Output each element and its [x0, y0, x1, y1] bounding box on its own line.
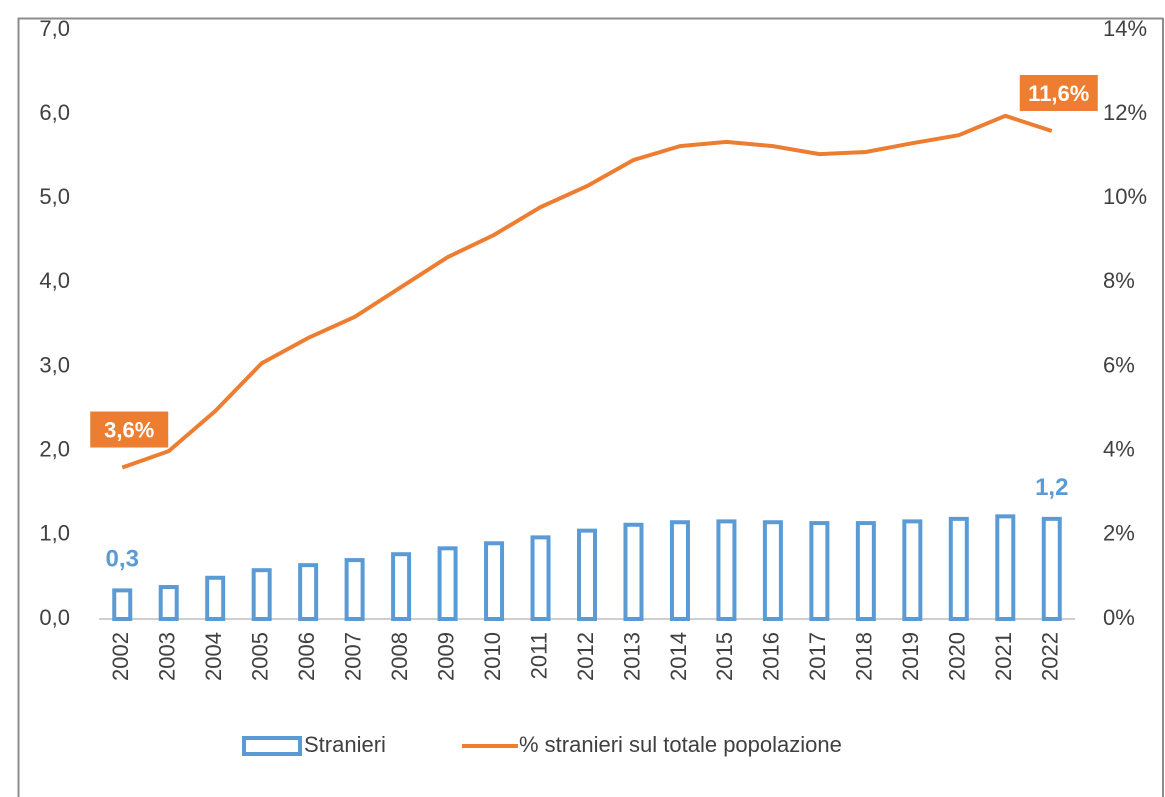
y-tick-label: 7,0	[39, 16, 70, 41]
bar	[809, 521, 830, 622]
x-tick-label: 2012	[573, 632, 598, 681]
x-tick-label: 2017	[805, 632, 830, 681]
y2-tick-label: 8%	[1103, 268, 1135, 293]
x-tick-label: 2005	[247, 632, 272, 681]
legend-label: % stranieri sul totale popolazione	[519, 732, 842, 757]
bar	[948, 516, 969, 621]
data-label: 3,6%	[104, 417, 154, 442]
bar	[251, 568, 272, 621]
y-tick-label: 1,0	[39, 521, 70, 546]
data-label-box	[1019, 74, 1098, 111]
bar	[577, 528, 597, 622]
bar	[995, 514, 1016, 621]
bar	[530, 535, 551, 621]
x-tick-label: 2009	[433, 632, 458, 681]
data-label: 0,3	[106, 546, 139, 573]
data-label: 11,6%	[1028, 81, 1089, 106]
x-tick-label: 2015	[712, 632, 737, 681]
bar	[158, 585, 179, 621]
line	[121, 113, 1053, 470]
x-tick-label: 2007	[340, 632, 365, 681]
y2-tick-label: 4%	[1103, 437, 1135, 462]
bar	[902, 519, 923, 621]
bar	[762, 520, 783, 621]
x-tick-label: 2013	[619, 632, 644, 681]
x-tick-label: 2006	[294, 632, 319, 681]
x-tick-label: 2018	[852, 632, 877, 681]
bar	[716, 519, 737, 621]
data-label-box	[90, 411, 169, 448]
y-tick-label: 6,0	[39, 100, 70, 125]
bar	[484, 541, 505, 621]
x-tick-label: 2003	[155, 632, 180, 681]
y2-tick-label: 2%	[1103, 521, 1135, 546]
y-tick-label: 5,0	[39, 184, 70, 209]
data-label: 1,2	[1035, 474, 1068, 501]
bar	[623, 522, 644, 622]
bar	[1041, 516, 1062, 621]
y-tick-label: 3,0	[39, 352, 70, 377]
x-tick-label: 2016	[759, 632, 784, 681]
legend-swatch	[242, 736, 302, 756]
x-tick-label: 2011	[526, 632, 551, 679]
x-tick-label: 2021	[991, 632, 1016, 681]
bar	[855, 521, 876, 622]
x-tick-label: 2014	[666, 632, 691, 681]
bar	[298, 563, 319, 621]
bar	[669, 520, 690, 621]
x-tick-label: 2019	[898, 632, 923, 681]
legend-label: Stranieri	[304, 732, 386, 757]
bar	[437, 546, 458, 622]
bar	[112, 588, 133, 621]
y-tick-label: 2,0	[39, 437, 70, 462]
y-tick-label: 4,0	[39, 268, 70, 293]
x-tick-label: 2020	[945, 632, 970, 681]
y-tick-label: 0,0	[39, 605, 70, 630]
y2-tick-label: 6%	[1103, 352, 1135, 377]
x-tick-label: 2022	[1038, 632, 1063, 681]
y2-tick-label: 10%	[1103, 184, 1147, 209]
x-tick-label: 2002	[108, 632, 133, 681]
y2-tick-label: 0%	[1103, 605, 1135, 630]
bar	[391, 552, 412, 622]
x-tick-label: 2010	[480, 632, 505, 681]
x-tick-label: 2008	[387, 632, 412, 681]
x-tick-label: 2004	[201, 632, 226, 681]
y2-tick-label: 12%	[1103, 100, 1147, 125]
bar	[344, 558, 365, 621]
y2-tick-label: 14%	[1103, 16, 1147, 41]
bar	[205, 575, 226, 622]
